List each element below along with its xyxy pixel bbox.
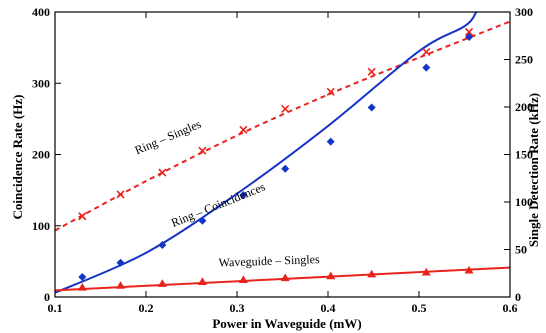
ring-coincidences-point bbox=[158, 240, 167, 249]
axis-ticks: 0.1 0.2 0.3 0.4 0.5 0.60100200300400050100150… bbox=[32, 5, 533, 315]
y-tick-label: 400 bbox=[32, 5, 50, 19]
y2-tick-label: 0 bbox=[515, 290, 521, 304]
ring-coincidences-point bbox=[198, 216, 207, 225]
ring-singles-point bbox=[158, 168, 167, 177]
x-tick-label: 0.6 bbox=[503, 301, 518, 315]
ring-singles-point-stroke bbox=[422, 47, 431, 56]
ring-singles-point bbox=[326, 87, 335, 96]
ring-singles-point bbox=[78, 212, 87, 221]
ring-coincidences-point bbox=[116, 258, 125, 267]
y2-tick-label: 250 bbox=[515, 53, 533, 67]
ring-singles-point bbox=[281, 104, 290, 113]
waveguide-singles-label: Waveguide – Singles bbox=[218, 252, 320, 270]
waveguide-singles-point bbox=[157, 279, 167, 287]
ring-coincidences-fit-line bbox=[55, 12, 478, 294]
ring-singles-point-stroke bbox=[158, 168, 167, 177]
y2-tick-label: 100 bbox=[515, 195, 533, 209]
ring-singles-label: Ring – Singles bbox=[133, 117, 204, 158]
x-tick-label: 0.1 bbox=[48, 301, 63, 315]
x-tick-label: 0.2 bbox=[139, 301, 154, 315]
ring-singles-point-stroke bbox=[367, 67, 376, 76]
y2-axis-label: Single Detection Rate (kHz) bbox=[526, 93, 541, 247]
ring-singles-point-stroke bbox=[198, 146, 207, 155]
ring-coincidences-point bbox=[367, 103, 376, 112]
ring-singles-point bbox=[464, 27, 474, 37]
y-tick-label: 300 bbox=[32, 76, 50, 90]
ring-singles-point-stroke bbox=[78, 212, 87, 221]
ring-singles-point-stroke bbox=[326, 87, 335, 96]
y-tick-label: 200 bbox=[32, 148, 50, 162]
ring-coincidences-point bbox=[239, 191, 248, 200]
ring-singles-point-stroke bbox=[116, 190, 125, 199]
data-points bbox=[77, 27, 474, 291]
ring-coincidences-point bbox=[78, 273, 87, 282]
waveguide-singles-point bbox=[238, 275, 248, 284]
x-tick-label: 0.4 bbox=[321, 301, 336, 315]
y2-tick-label: 200 bbox=[515, 100, 533, 114]
waveguide-singles-point bbox=[326, 271, 336, 280]
y2-tick-label: 50 bbox=[515, 243, 527, 257]
ring-coincidences-point bbox=[281, 164, 290, 173]
ring-coincidences-label: Ring – Coincidences bbox=[169, 179, 267, 230]
ring-coincidences-point bbox=[326, 137, 335, 146]
ring-singles-point bbox=[198, 146, 207, 155]
waveguide-singles-point bbox=[280, 273, 290, 282]
y2-tick-label: 300 bbox=[515, 5, 533, 19]
x-axis-label: Power in Waveguide (mW) bbox=[212, 316, 361, 331]
x-tick-label: 0.3 bbox=[230, 301, 245, 315]
ring-singles-point-stroke bbox=[281, 104, 290, 113]
y-tick-label: 0 bbox=[44, 290, 50, 304]
waveguide-singles-point bbox=[464, 265, 474, 274]
waveguide-singles-point bbox=[421, 267, 431, 276]
y-tick-label: 100 bbox=[32, 219, 50, 233]
ring-singles-point bbox=[422, 47, 431, 56]
ring-coincidences-point bbox=[422, 63, 431, 72]
ring-singles-point-stroke bbox=[464, 27, 474, 37]
y-axis-label: Coincidence Rate (Hz) bbox=[10, 95, 25, 220]
ring-coincidences-point bbox=[465, 32, 474, 41]
ring-singles-point bbox=[116, 190, 125, 199]
waveguide-singles-point bbox=[116, 281, 126, 289]
y2-tick-label: 150 bbox=[515, 148, 533, 162]
waveguide-singles-point bbox=[77, 283, 87, 291]
waveguide-singles-point bbox=[367, 269, 377, 278]
ring-singles-fit-line bbox=[55, 20, 510, 232]
ring-singles-point bbox=[239, 125, 248, 134]
waveguide-singles-point bbox=[197, 277, 207, 285]
fit-curves bbox=[55, 12, 510, 294]
ring-singles-point-stroke bbox=[239, 125, 248, 134]
x-tick-label: 0.5 bbox=[412, 301, 427, 315]
ring-singles-point bbox=[367, 67, 376, 76]
